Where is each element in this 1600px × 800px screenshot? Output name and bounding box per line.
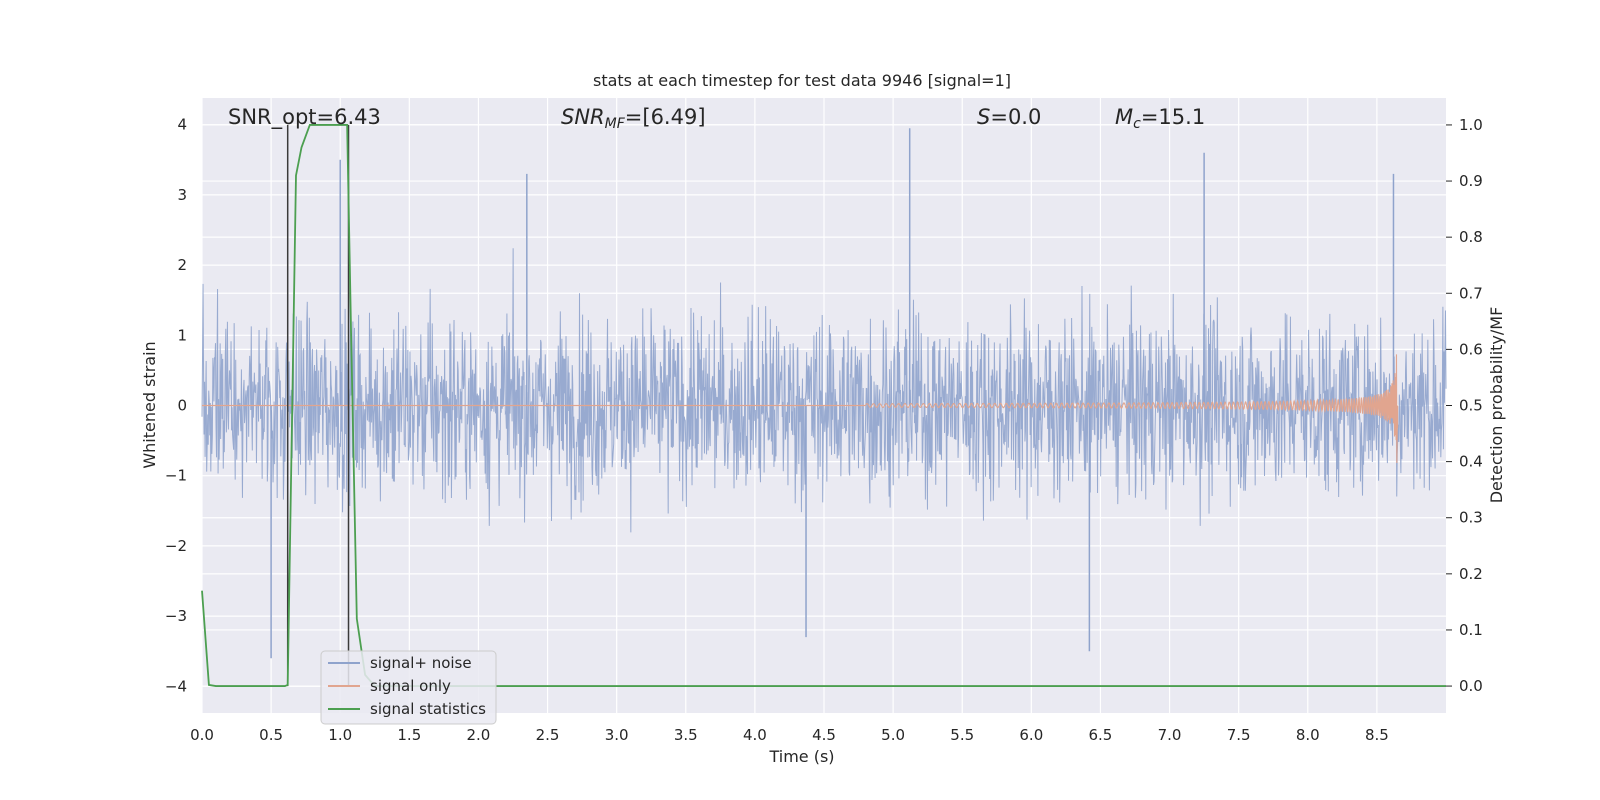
y-tick-label: 3 [177,186,187,204]
x-tick-label: 2.5 [536,726,560,744]
y-tick-label: 2 [177,256,187,274]
chart-title: stats at each timestep for test data 994… [593,71,1011,90]
x-tick-label: 1.5 [397,726,421,744]
y-tick-labels: 4 3 2 1 0 −1 −2 −3 −4 [165,116,187,696]
y2-tick-label: 0.5 [1459,397,1483,415]
y2-tick-label: 0.0 [1459,677,1483,695]
snr-opt-annotation: SNR_opt=6.43 [228,105,381,130]
legend-box [320,650,497,725]
legend-label-signal-noise: signal+ noise [370,654,472,672]
noise-line [201,248,1447,533]
x-tick-labels: 0.0 0.5 1.0 1.5 2.0 2.5 3.0 3.5 4.0 4.5 5.0 5.5 6.0 6… [190,726,1389,744]
y2-tick-label: 0.1 [1459,621,1483,639]
x-tick-label: 5.0 [881,726,905,744]
x-tick-label: 8.5 [1365,726,1389,744]
y2-tick-labels: 1.0 0.9 0.8 0.7 0.6 0.5 0.4 0.3 0.2 0.1 0.0 [1446,116,1483,695]
legend-label-signal-only: signal only [370,677,451,695]
y2-tick-label: 1.0 [1459,116,1483,134]
y2-tick-label: 0.8 [1459,228,1483,246]
noise-series [201,128,1447,659]
y-tick-label: −3 [165,607,187,625]
y2-tick-label: 0.4 [1459,453,1483,471]
legend-label-signal-statistics: signal statistics [370,700,486,718]
legend: signal+ noise signal only signal statist… [320,650,497,725]
y2-tick-label: 0.3 [1459,509,1483,527]
snr-mf-annotation: SNRMF=[6.49] [561,105,706,132]
x-tick-label: 5.5 [950,726,974,744]
x-tick-label: 8.0 [1296,726,1320,744]
y2-tick-label: 0.9 [1459,172,1483,190]
y-tick-label: −2 [165,537,187,555]
y-tick-label: 4 [177,116,187,134]
x-tick-label: 7.5 [1227,726,1251,744]
x-tick-label: 0.0 [190,726,214,744]
y-tick-label: 0 [177,397,187,415]
signal-only-line [864,354,1399,463]
x-tick-label: 1.0 [328,726,352,744]
x-tick-label: 3.0 [605,726,629,744]
x-axis-label: Time (s) [768,747,834,766]
y2-axis-label: Detection probability/MF [1487,307,1506,504]
signal-only-series [202,354,1399,463]
y-tick-label: 1 [177,326,187,344]
y2-tick-label: 0.2 [1459,565,1483,583]
x-tick-label: 6.0 [1019,726,1043,744]
x-tick-label: 3.5 [674,726,698,744]
x-tick-label: 2.0 [467,726,491,744]
y-tick-label: −1 [165,467,187,485]
y-tick-label: −4 [165,677,187,695]
x-tick-label: 0.5 [259,726,283,744]
mc-annotation: Mc=15.1 [1115,105,1205,132]
y-axis-label: Whitened strain [140,341,159,468]
x-tick-label: 4.5 [812,726,836,744]
y2-tick-label: 0.7 [1459,284,1483,302]
x-tick-label: 4.0 [743,726,767,744]
x-tick-label: 7.0 [1158,726,1182,744]
y2-tick-label: 0.6 [1459,340,1483,358]
x-tick-label: 6.5 [1089,726,1113,744]
s-annotation: S=0.0 [977,105,1041,129]
